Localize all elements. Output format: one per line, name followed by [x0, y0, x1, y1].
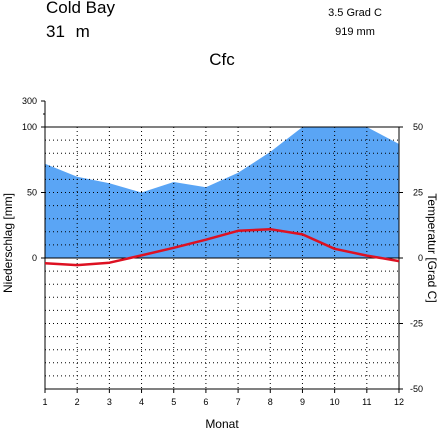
x-tick-label: 6 — [203, 397, 208, 407]
x-tick-label: 7 — [236, 397, 241, 407]
mean-temperature: 3.5 Grad C — [328, 7, 382, 19]
left-axis-title: Niederschlag [mm] — [1, 193, 15, 293]
x-tick-label: 8 — [268, 397, 273, 407]
x-tick-label: 3 — [107, 397, 112, 407]
x-axis-title: Monat — [205, 417, 239, 430]
x-tick-label: 2 — [75, 397, 80, 407]
x-tick-label: 11 — [362, 397, 371, 407]
left-tick-label: 300 — [22, 96, 37, 106]
station-name: Cold Bay — [46, 0, 115, 17]
right-tick-label: -50 — [410, 384, 423, 394]
station-elevation: 31 m — [46, 21, 96, 42]
x-tick-label: 9 — [300, 397, 305, 407]
x-tick-label: 12 — [394, 397, 404, 407]
right-tick-label: -25 — [410, 319, 423, 329]
climate-class-title: Cfc — [209, 50, 235, 69]
x-tick-label: 10 — [330, 397, 340, 407]
right-tick-label: 0 — [418, 253, 423, 263]
x-tick-label: 4 — [139, 397, 144, 407]
annual-precipitation: 919 mm — [335, 26, 375, 38]
right-tick-label: 25 — [413, 188, 423, 198]
elevation-value: 31 — [46, 22, 65, 41]
left-tick-label: 0 — [32, 253, 37, 263]
right-axis-title: Temperatur [Grad C] — [425, 193, 439, 302]
x-tick-label: 1 — [42, 397, 47, 407]
right-tick-label: 50 — [413, 122, 423, 132]
temperature-line — [44, 227, 400, 267]
x-tick-label: 5 — [171, 397, 176, 407]
left-tick-label: 100 — [22, 122, 37, 132]
left-tick-label: 50 — [27, 188, 37, 198]
elevation-unit: m — [75, 22, 90, 41]
